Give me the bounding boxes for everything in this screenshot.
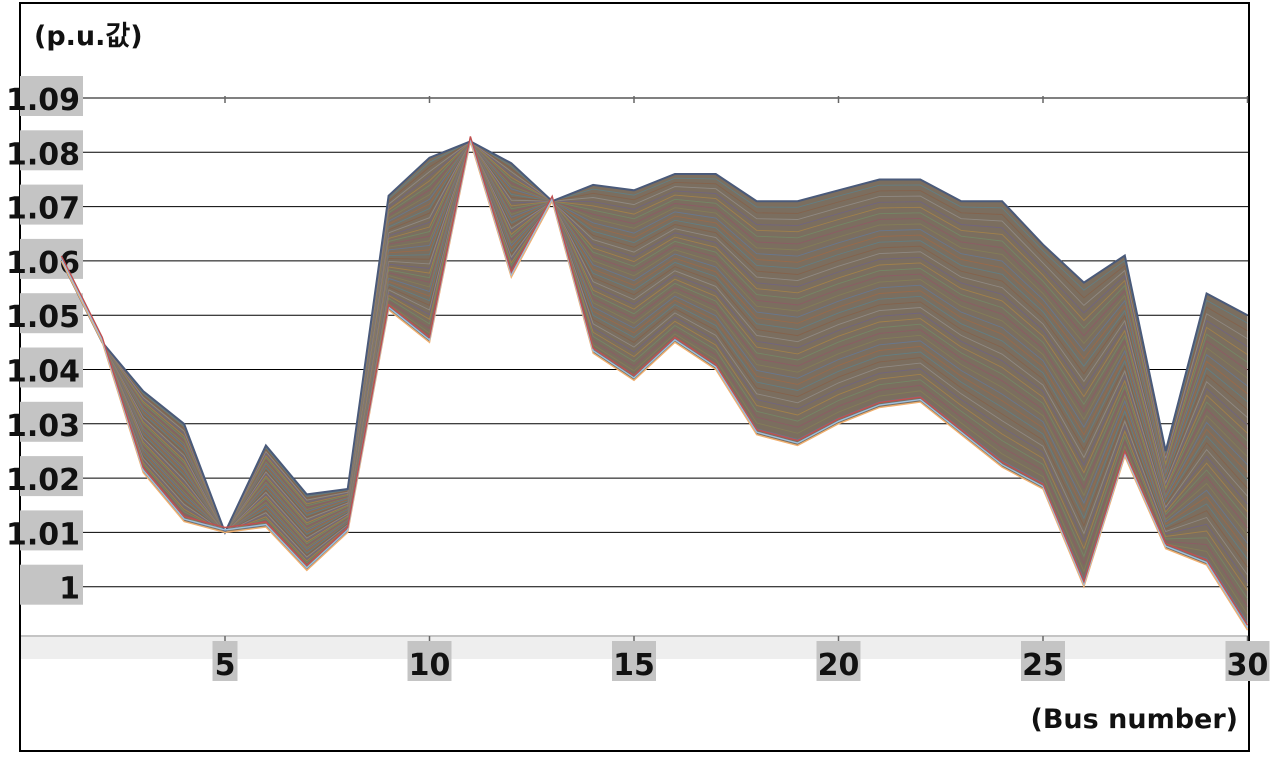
series-band — [61, 141, 1248, 631]
series-line — [60, 140, 1248, 534]
series-line — [60, 140, 1248, 534]
series-lower-edge — [60, 136, 1248, 626]
x-tick-label: 15 — [613, 648, 655, 683]
series-line — [60, 140, 1248, 534]
series-line — [60, 140, 1248, 534]
x-tick-label: 5 — [215, 648, 236, 683]
y-tick-label: 1.07 — [6, 192, 80, 227]
y-tick-label-bg — [20, 510, 83, 551]
y-tick-label: 1.02 — [6, 463, 80, 498]
y-tick-label: 1.01 — [6, 517, 80, 552]
series-line — [60, 140, 1248, 539]
y-tick-label-bg — [20, 347, 83, 388]
y-tick-label-bg — [20, 456, 83, 497]
x-axis-label: (Bus number) — [1030, 704, 1238, 735]
series-line — [60, 140, 1248, 534]
series-line — [60, 140, 1248, 534]
series-lower-edge — [60, 141, 1248, 631]
y-tick-label-bg — [20, 130, 83, 171]
series-upper-edge — [60, 140, 1248, 535]
series-line — [60, 139, 1248, 599]
series-line — [60, 140, 1248, 534]
x-tick-label-bg — [1225, 641, 1270, 681]
x-tick-label: 10 — [409, 648, 451, 683]
series-line — [60, 139, 1248, 553]
y-tick-label-bg — [20, 293, 83, 334]
series-line — [60, 140, 1248, 534]
series-line — [60, 140, 1248, 541]
series-lower-edge — [60, 138, 1248, 628]
series-line — [60, 139, 1248, 576]
series-line — [60, 140, 1248, 534]
series-group — [60, 136, 1248, 631]
y-tick-label: 1.03 — [6, 409, 80, 444]
series-line — [60, 140, 1248, 543]
x-tick-label: 25 — [1022, 648, 1064, 683]
y-tick-label-bg — [20, 238, 83, 279]
series-line — [60, 140, 1248, 534]
y-tick-label: 1 — [59, 572, 80, 607]
series-line — [60, 140, 1248, 537]
series-line — [60, 140, 1248, 534]
x-tick-label-bg — [212, 641, 238, 681]
x-tick-label: 30 — [1227, 648, 1269, 683]
x-tick-label-bg — [1021, 641, 1065, 681]
series-line — [60, 140, 1248, 535]
x-tick-label-bg — [816, 641, 861, 681]
y-tick-label-bg — [20, 184, 83, 225]
series-line — [60, 139, 1248, 584]
x-tick-label-bg — [612, 641, 656, 681]
series-line — [60, 140, 1248, 534]
x-tick-label: 20 — [818, 648, 860, 683]
y-tick-label: 1.08 — [6, 137, 80, 172]
series-line — [60, 140, 1248, 534]
series-line — [60, 140, 1248, 534]
series-line — [60, 140, 1248, 547]
y-axis-label: (p.u.값) — [34, 21, 143, 52]
series-line — [60, 140, 1248, 534]
series-line — [60, 139, 1248, 560]
series-line — [60, 140, 1248, 534]
series-line — [60, 139, 1248, 568]
series-line — [60, 140, 1248, 534]
series-line — [60, 139, 1248, 551]
series-line — [60, 139, 1248, 592]
series-line — [60, 140, 1248, 549]
y-tick-label: 1.05 — [6, 300, 80, 335]
y-tick-label: 1.09 — [6, 83, 80, 118]
x-tick-label-bg — [407, 641, 452, 681]
y-tick-label-bg — [20, 564, 83, 605]
series-line — [60, 140, 1248, 545]
series-line — [60, 139, 1248, 615]
series-line — [60, 140, 1248, 534]
y-tick-label-bg — [20, 76, 83, 116]
y-tick-label-bg — [20, 401, 83, 442]
y-tick-label: 1.04 — [6, 355, 80, 390]
series-line — [60, 140, 1248, 534]
